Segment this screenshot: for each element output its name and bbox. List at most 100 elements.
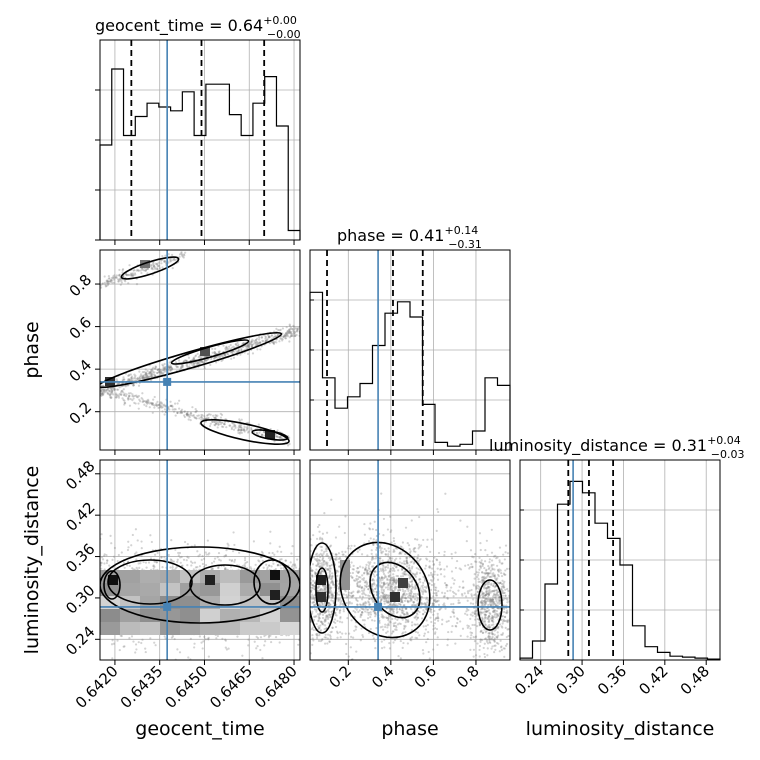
contour (310, 542, 337, 634)
contour (103, 570, 121, 600)
ytick-phase: 0.2 (66, 398, 96, 428)
density-bin (160, 609, 180, 622)
xtick-luminosity_distance: 0.24 (511, 662, 547, 698)
density-bin (240, 596, 260, 609)
density-bin (270, 590, 280, 600)
truth-marker (163, 602, 172, 611)
xtick-phase: 0.4 (368, 662, 398, 692)
contour (251, 429, 289, 441)
contour (339, 541, 431, 639)
density-bin (220, 583, 240, 596)
axes-frame (309, 459, 511, 661)
ytick-phase: 0.4 (66, 356, 96, 386)
density-bin (260, 622, 280, 635)
contour (107, 559, 193, 605)
axes-frame (519, 459, 721, 661)
density-bin (100, 622, 120, 635)
density-bin (316, 575, 326, 585)
title-phase: phase = 0.41+0.14 −0.31 (337, 224, 482, 251)
density-bin (200, 583, 220, 596)
density-bin (200, 609, 220, 622)
axes-frame (309, 249, 511, 451)
ylabel-phase: phase (21, 321, 43, 378)
density-bin (220, 622, 240, 635)
density-bin (108, 575, 118, 585)
density-bin (120, 609, 140, 622)
xtick-geocent_time: 0.6450 (161, 662, 211, 712)
contour (100, 546, 300, 624)
density-bin (220, 609, 240, 622)
contour (170, 339, 250, 365)
density-bin (398, 578, 408, 588)
density-bin (200, 622, 220, 635)
density-bin (265, 430, 275, 439)
histogram-step (519, 480, 721, 660)
title-luminosity-distance: luminosity_distance = 0.31+0.04 −0.03 (489, 434, 745, 461)
xlabel-luminosity-distance: luminosity_distance (526, 718, 715, 740)
density-bin (140, 596, 160, 609)
truth-marker (374, 602, 383, 611)
xtick-geocent_time: 0.6420 (72, 662, 122, 712)
density-bin (220, 570, 240, 583)
contour (120, 256, 180, 280)
ytick-luminosity_distance: 0.24 (62, 623, 98, 659)
density-bin (340, 560, 350, 590)
contour (100, 331, 283, 389)
scatter-geocent-time-vs-phase (95, 249, 301, 455)
density-bin (280, 609, 300, 622)
xlabel-geocent-time: geocent_time (135, 718, 264, 740)
xtick-geocent_time: 0.6480 (251, 662, 301, 712)
density-bin (120, 570, 140, 583)
truth-marker (163, 377, 172, 386)
density-bin (120, 583, 140, 596)
histogram-step (99, 68, 301, 240)
histogram-geocent-time (95, 39, 301, 245)
histogram-step (309, 291, 511, 450)
axes-frame (99, 249, 301, 451)
xtick-geocent_time: 0.6465 (206, 662, 256, 712)
density-bin (280, 622, 300, 635)
ytick-luminosity_distance: 0.48 (62, 457, 98, 493)
xtick-phase: 0.8 (453, 662, 483, 692)
density-bin (180, 622, 200, 635)
density-bin (100, 609, 120, 622)
axes-frame (99, 39, 301, 241)
contour (189, 564, 261, 606)
xlabel-phase: phase (381, 718, 438, 740)
scatter-geocent-time-vs-luminosity-distance (95, 459, 301, 665)
xtick-luminosity_distance: 0.42 (635, 662, 671, 698)
density-bin (160, 583, 180, 596)
density-bin (240, 622, 260, 635)
density-bin (140, 622, 160, 635)
ytick-luminosity_distance: 0.30 (62, 581, 98, 617)
ylabel-luminosity-distance: luminosity_distance (21, 466, 43, 655)
contour (477, 579, 503, 631)
density-bin (140, 583, 160, 596)
density-bin (205, 575, 215, 585)
title-geocent-time: geocent_time = 0.64+0.00 −0.00 (95, 14, 301, 41)
density-bin (270, 570, 280, 580)
ytick-phase: 0.6 (66, 313, 96, 343)
density-bin (160, 622, 180, 635)
ytick-luminosity_distance: 0.42 (62, 498, 98, 534)
histogram-phase (309, 249, 511, 455)
xtick-phase: 0.2 (326, 662, 356, 692)
density-bin (120, 622, 140, 635)
xtick-luminosity_distance: 0.48 (677, 662, 713, 698)
density-bin (280, 583, 300, 596)
axes-frame (99, 459, 301, 661)
density-bin (160, 570, 180, 583)
xtick-geocent_time: 0.6435 (117, 662, 167, 712)
density-bin (316, 592, 326, 602)
sample-points (100, 250, 300, 447)
xtick-phase: 0.6 (411, 662, 441, 692)
scatter-phase-vs-luminosity-distance (309, 459, 511, 665)
histogram-luminosity-distance (519, 459, 721, 665)
density-bin (140, 570, 160, 583)
contour (253, 559, 291, 605)
xtick-luminosity_distance: 0.30 (553, 662, 589, 698)
xtick-luminosity_distance: 0.36 (594, 662, 630, 698)
ytick-phase: 0.8 (66, 271, 96, 301)
